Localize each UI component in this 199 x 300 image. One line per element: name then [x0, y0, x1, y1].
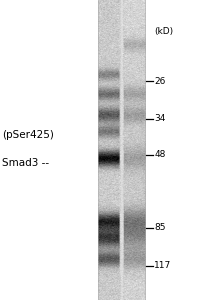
Text: 85: 85 [154, 224, 166, 232]
Text: 117: 117 [154, 261, 172, 270]
Text: 26: 26 [154, 76, 166, 85]
Text: (kD): (kD) [154, 27, 173, 36]
Text: 48: 48 [154, 150, 166, 159]
Text: 34: 34 [154, 114, 166, 123]
Text: Smad3 --: Smad3 -- [2, 158, 49, 169]
Text: (pSer425): (pSer425) [2, 130, 54, 140]
